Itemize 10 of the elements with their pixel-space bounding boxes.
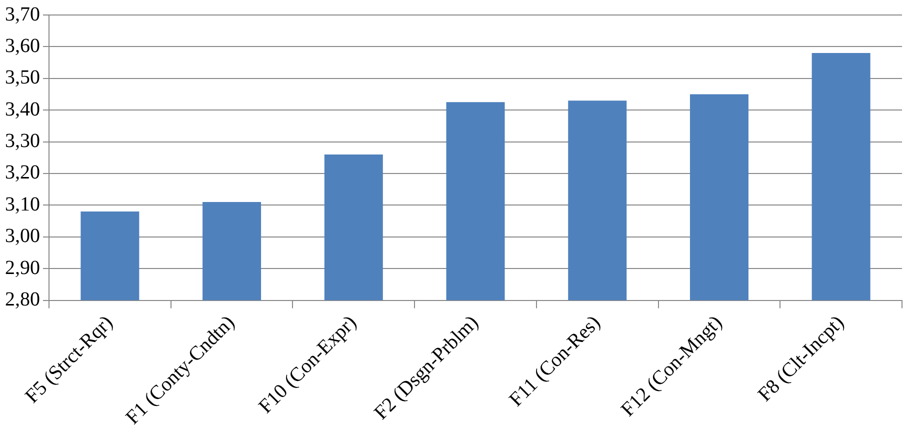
y-tick-label: 3,30	[5, 130, 40, 152]
y-tick-label: 2,90	[5, 256, 40, 279]
y-tick-label: 3,00	[5, 225, 40, 248]
y-tick-label: 3,40	[5, 98, 40, 120]
y-tick-label: 3,50	[5, 66, 40, 89]
y-tick-label: 2,80	[5, 288, 40, 311]
y-tick-label: 3,60	[5, 34, 40, 57]
y-tick-label: 3,70	[5, 3, 40, 26]
y-tick-label: 3,20	[5, 162, 40, 184]
y-tick-label: 3,10	[5, 193, 40, 216]
